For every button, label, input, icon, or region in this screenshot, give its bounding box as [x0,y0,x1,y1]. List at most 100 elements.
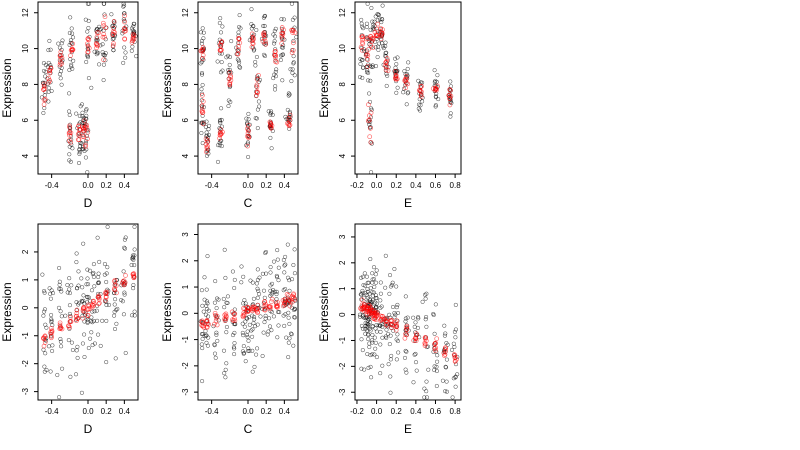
observed-point [392,315,397,320]
observed-point [255,322,260,327]
observed-point [392,266,397,272]
observed-point [443,364,448,369]
fitted-point [280,36,286,42]
observed-point [282,37,287,42]
fitted-point [254,308,259,313]
x-tick-label: 0.6 [430,181,442,190]
observed-point [272,28,277,33]
fitted-point [82,124,88,130]
observed-point [91,274,96,279]
y-tick-label: 2 [338,260,347,265]
observed-point [130,44,135,49]
observed-point [282,270,287,275]
observed-point [426,367,431,372]
observed-point [262,53,268,59]
observed-point [218,16,223,21]
observed-point [442,323,447,328]
observed-point [48,47,53,52]
observed-point [65,290,70,295]
observed-point [285,275,291,280]
fitted-point [48,325,54,331]
observed-point [76,160,82,166]
observed-points [198,2,298,164]
fitted-point [111,19,117,24]
observed-point [104,318,109,323]
observed-point [388,333,393,338]
observed-point [82,354,87,360]
observed-point [286,91,291,96]
observed-point [200,346,205,351]
observed-point [420,299,425,304]
fitted-point [367,134,373,140]
y-tick-label: -2 [21,360,30,368]
fitted-point [275,303,280,308]
observed-point [130,256,135,261]
observed-point [374,355,379,360]
observed-point [87,268,92,273]
observed-point [203,124,208,129]
fitted-point [123,28,129,34]
observed-point [385,73,390,78]
observed-point [286,93,291,98]
observed-point [255,126,260,131]
observed-point [394,357,399,362]
fitted-point [404,332,410,338]
observed-point [67,276,72,281]
observed-point [281,17,286,22]
fitted-point [213,315,219,321]
observed-point [241,344,246,349]
observed-point [121,269,126,274]
fitted-point [111,29,116,34]
observed-point [287,321,292,326]
observed-point [291,38,296,43]
observed-point [281,288,286,293]
fitted-point [256,72,261,78]
observed-point [81,241,86,246]
fitted-point [443,347,449,353]
observed-point [388,390,393,395]
observed-point [406,90,411,95]
observed-point [390,280,395,285]
observed-point [384,50,389,55]
observed-point [70,31,75,36]
fitted-point [366,102,371,107]
observed-point [416,78,421,83]
fitted-point [232,318,238,324]
fitted-point [94,42,100,48]
observed-point [80,299,85,304]
observed-point [379,304,384,309]
observed-point [112,313,117,318]
observed-point [269,281,275,286]
fitted-point [254,93,259,98]
fitted-point [219,39,224,45]
fitted-point [200,121,206,127]
fitted-point [228,73,233,78]
observed-point [424,314,429,320]
fitted-point [268,125,274,131]
fitted-point [219,131,224,137]
fitted-point [262,299,267,305]
observed-point [388,374,393,379]
observed-point [413,351,418,356]
fitted-point [76,123,82,129]
fitted-point [360,33,366,39]
observed-point [376,12,381,17]
observed-point [70,347,75,353]
fitted-point [262,39,268,44]
observed-point [416,315,421,320]
observed-point [218,30,224,35]
observed-point [201,309,206,314]
observed-point [115,306,120,311]
fitted-point [41,87,47,92]
observed-point [91,262,96,267]
observed-point [224,300,229,305]
observed-point [289,277,295,282]
fitted-point [228,74,234,80]
observed-point [46,85,51,91]
y-tick-label: 3 [181,232,190,237]
fitted-point [57,322,63,328]
observed-point [364,21,369,26]
fitted-point [68,53,73,58]
fitted-point [363,53,369,58]
